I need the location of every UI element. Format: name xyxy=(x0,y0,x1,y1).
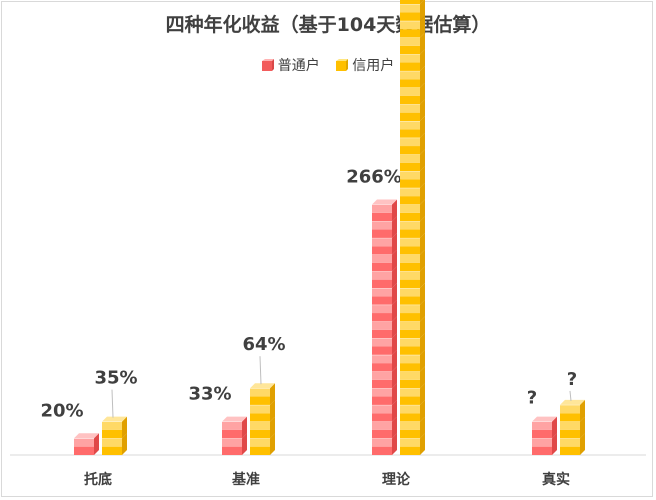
legend-item-ordinary: 普通户 xyxy=(261,55,320,75)
value-label: ? xyxy=(567,369,577,390)
value-label: 266% xyxy=(346,167,402,188)
bar-信用户-真实 xyxy=(560,399,585,455)
legend-swatch-credit xyxy=(336,59,349,71)
leader-line xyxy=(259,356,262,385)
bar-信用户-理论 xyxy=(400,0,425,455)
legend-item-credit: 信用户 xyxy=(336,55,394,75)
category-label: 基准 xyxy=(232,471,260,488)
value-label: 35% xyxy=(94,368,137,389)
legend-swatch-ordinary xyxy=(261,59,274,71)
leader-line xyxy=(111,389,114,418)
value-label: 20% xyxy=(40,400,83,421)
value-label: ? xyxy=(527,388,537,409)
legend: 普通户 信用户 xyxy=(0,55,656,75)
category-label: 托底 xyxy=(84,471,112,488)
category-label: 理论 xyxy=(382,471,411,488)
leader-line xyxy=(569,390,572,401)
value-label: 33% xyxy=(188,384,231,405)
bar-普通户-基准 xyxy=(222,416,247,455)
bar-信用户-托底 xyxy=(102,416,127,455)
value-label: 64% xyxy=(242,334,285,355)
category-label: 真实 xyxy=(542,471,570,488)
bar-普通户-理论 xyxy=(372,199,397,455)
bar-普通户-托底 xyxy=(74,433,99,455)
legend-label-credit: 信用户 xyxy=(352,58,395,74)
bar-普通户-真实 xyxy=(532,416,557,455)
bar-信用户-基准 xyxy=(250,383,275,455)
legend-label-ordinary: 普通户 xyxy=(277,58,320,74)
